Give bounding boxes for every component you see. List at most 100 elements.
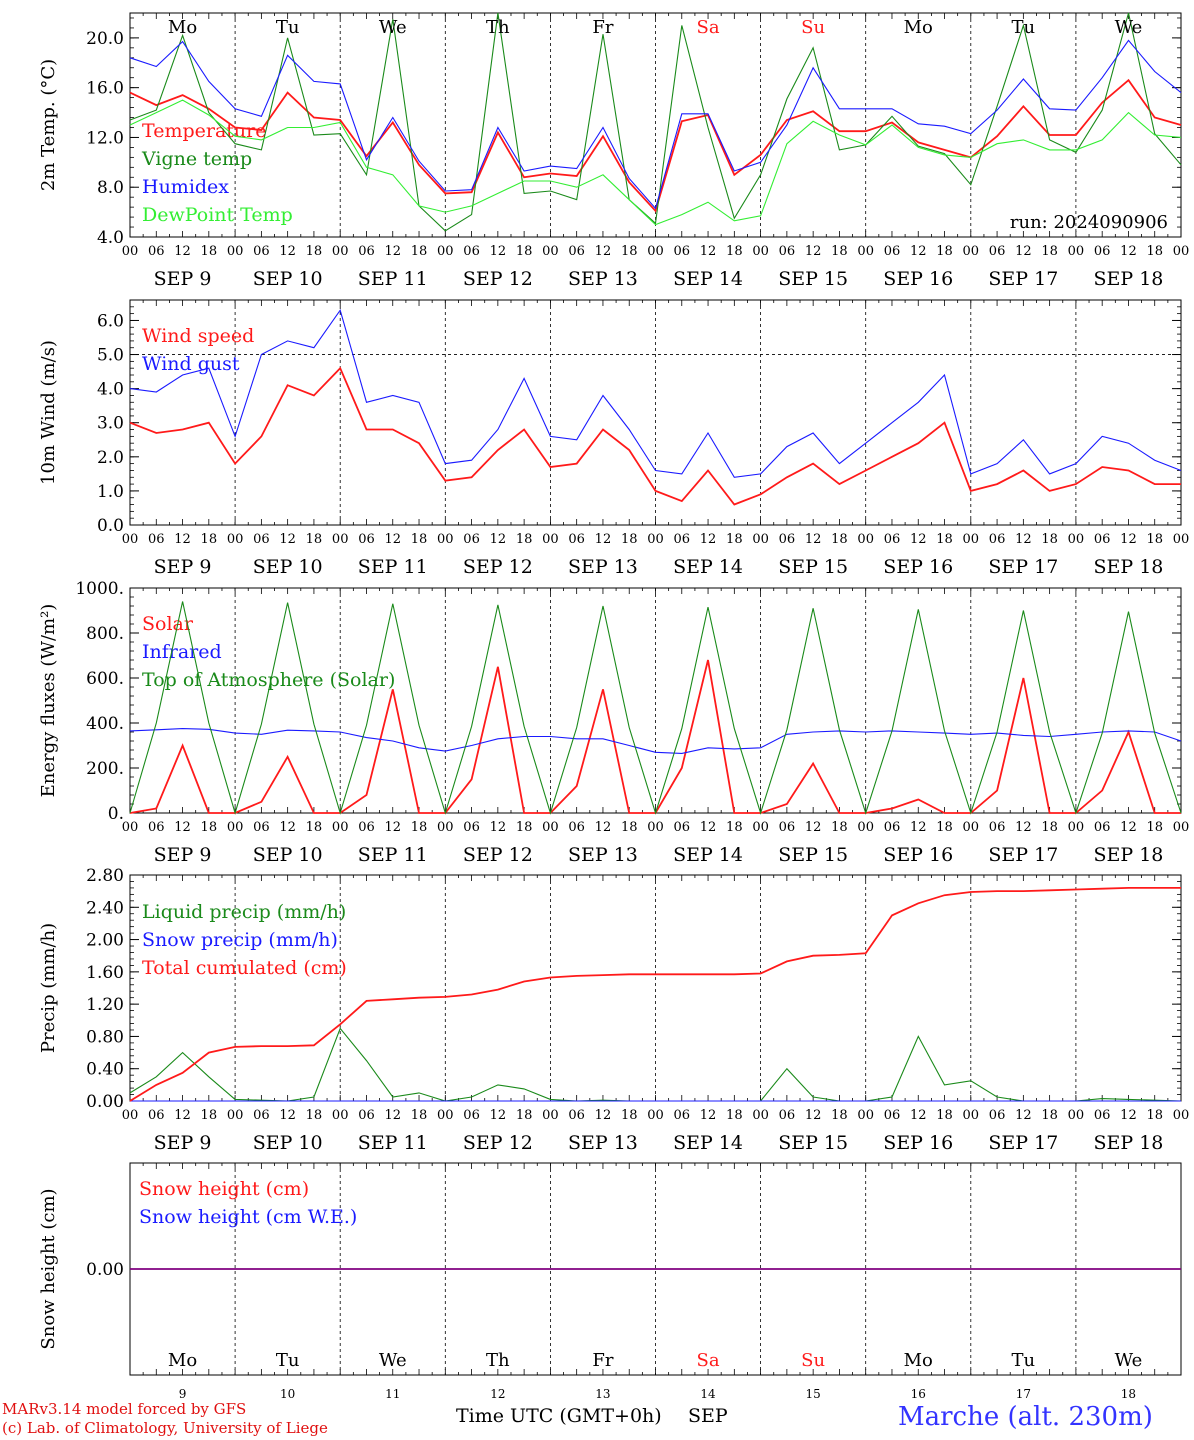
hour-tick-label: 12 bbox=[1120, 244, 1137, 259]
hour-tick-label: 06 bbox=[463, 244, 480, 259]
hour-tick-label: 06 bbox=[148, 532, 165, 547]
hour-tick-label: 06 bbox=[568, 1108, 585, 1123]
hour-tick-label: 18 bbox=[1041, 1108, 1058, 1123]
hour-tick-label: 12 bbox=[595, 820, 612, 835]
hour-tick-label: 00 bbox=[1068, 820, 1085, 835]
legend-entry: Snow precip (mm/h) bbox=[142, 929, 338, 951]
hour-tick-label: 18 bbox=[831, 244, 848, 259]
hour-tick-label: 06 bbox=[253, 244, 270, 259]
y-axis-label: 10m Wind (m/s) bbox=[38, 340, 59, 485]
hour-tick-label: 00 bbox=[752, 532, 769, 547]
y-tick-label: 600. bbox=[86, 669, 124, 689]
date-label: SEP 11 bbox=[358, 1132, 428, 1154]
legend-entry: Wind speed bbox=[142, 325, 254, 347]
hour-tick-label: 12 bbox=[279, 532, 296, 547]
hour-tick-label: 18 bbox=[1146, 820, 1163, 835]
hour-tick-label: 06 bbox=[989, 820, 1006, 835]
day-number-label: 13 bbox=[595, 1387, 610, 1401]
date-label: SEP 12 bbox=[463, 1132, 533, 1154]
weekday-label: Fr bbox=[592, 17, 613, 38]
date-label: SEP 12 bbox=[463, 556, 533, 578]
weekday-label: We bbox=[379, 17, 407, 38]
hour-tick-label: 00 bbox=[332, 244, 349, 259]
day-number-label: 11 bbox=[385, 1387, 400, 1401]
y-tick-label: 1.20 bbox=[86, 995, 124, 1015]
hour-tick-label: 12 bbox=[910, 532, 927, 547]
y-tick-label: 0.00 bbox=[86, 1260, 124, 1280]
hour-tick-label: 18 bbox=[411, 532, 428, 547]
series-line-green bbox=[129, 12, 1182, 232]
hour-tick-label: 06 bbox=[779, 1108, 796, 1123]
hour-tick-label: 00 bbox=[437, 1108, 454, 1123]
hour-tick-label: 06 bbox=[148, 1108, 165, 1123]
hour-tick-label: 18 bbox=[306, 1108, 323, 1123]
hour-tick-label: 18 bbox=[411, 1108, 428, 1123]
hour-tick-label: 12 bbox=[1015, 532, 1032, 547]
weekday-label-bottom: We bbox=[379, 1350, 407, 1371]
legend-entry: Temperature bbox=[142, 120, 266, 142]
hour-tick-label: 00 bbox=[332, 532, 349, 547]
day-number-label: 18 bbox=[1121, 1387, 1136, 1401]
date-label: SEP 11 bbox=[358, 844, 428, 866]
hour-tick-label: 06 bbox=[568, 532, 585, 547]
hour-tick-label: 00 bbox=[332, 820, 349, 835]
hour-tick-label: 00 bbox=[752, 244, 769, 259]
hour-tick-label: 12 bbox=[700, 820, 717, 835]
hour-tick-label: 00 bbox=[1173, 244, 1190, 259]
hour-tick-label: 12 bbox=[1015, 244, 1032, 259]
hour-tick-label: 18 bbox=[1146, 1108, 1163, 1123]
hour-tick-label: 00 bbox=[647, 244, 664, 259]
hour-tick-label: 00 bbox=[857, 532, 874, 547]
weekday-label: Mo bbox=[168, 17, 197, 38]
date-label: SEP 13 bbox=[568, 1132, 638, 1154]
hour-tick-label: 12 bbox=[1015, 1108, 1032, 1123]
hour-tick-label: 00 bbox=[1173, 532, 1190, 547]
hour-tick-label: 00 bbox=[122, 244, 139, 259]
hour-tick-label: 00 bbox=[857, 820, 874, 835]
hour-tick-label: 18 bbox=[516, 820, 533, 835]
series-line-blue bbox=[129, 728, 1182, 754]
date-label: SEP 9 bbox=[154, 556, 212, 578]
hour-tick-label: 12 bbox=[910, 244, 927, 259]
y-axis-label: Precip (mm/h) bbox=[38, 923, 59, 1053]
hour-tick-label: 12 bbox=[279, 820, 296, 835]
date-label: SEP 14 bbox=[673, 268, 743, 290]
station-title: Marche (alt. 230m) bbox=[898, 1402, 1153, 1432]
date-label: SEP 15 bbox=[778, 844, 848, 866]
hour-tick-label: 12 bbox=[490, 1108, 507, 1123]
date-label: SEP 10 bbox=[253, 1132, 323, 1154]
hour-tick-label: 00 bbox=[437, 820, 454, 835]
hour-tick-label: 06 bbox=[674, 1108, 691, 1123]
y-tick-label: 1000. bbox=[75, 579, 124, 599]
hour-tick-label: 18 bbox=[201, 1108, 218, 1123]
hour-tick-label: 12 bbox=[490, 244, 507, 259]
date-label: SEP 9 bbox=[154, 268, 212, 290]
day-number-label: 17 bbox=[1016, 1387, 1031, 1401]
date-label: SEP 14 bbox=[673, 556, 743, 578]
series-line-red bbox=[129, 887, 1181, 1102]
hour-tick-label: 18 bbox=[306, 244, 323, 259]
legend-entry: Snow height (cm) bbox=[139, 1178, 309, 1200]
hour-tick-label: 06 bbox=[674, 820, 691, 835]
hour-tick-label: 06 bbox=[253, 1108, 270, 1123]
hour-tick-label: 12 bbox=[595, 1108, 612, 1123]
weekday-label-bottom: Fr bbox=[592, 1350, 613, 1371]
hour-tick-label: 06 bbox=[568, 244, 585, 259]
y-tick-label: 2.0 bbox=[97, 448, 124, 468]
hour-tick-label: 12 bbox=[1120, 820, 1137, 835]
y-tick-label: 4.0 bbox=[97, 228, 124, 248]
hour-tick-label: 00 bbox=[437, 244, 454, 259]
hour-tick-label: 12 bbox=[279, 1108, 296, 1123]
hour-tick-label: 06 bbox=[989, 532, 1006, 547]
weekday-label-bottom: Tu bbox=[276, 1350, 300, 1371]
hour-tick-label: 18 bbox=[1146, 244, 1163, 259]
date-label: SEP 9 bbox=[154, 844, 212, 866]
hour-tick-label: 00 bbox=[1068, 1108, 1085, 1123]
y-tick-label: 1.60 bbox=[86, 963, 124, 983]
hour-tick-label: 06 bbox=[358, 820, 375, 835]
hour-tick-label: 06 bbox=[253, 532, 270, 547]
x-axis-month: SEP bbox=[688, 1405, 728, 1427]
hour-tick-label: 00 bbox=[647, 820, 664, 835]
date-label: SEP 18 bbox=[1094, 844, 1164, 866]
date-label: SEP 16 bbox=[883, 1132, 953, 1154]
